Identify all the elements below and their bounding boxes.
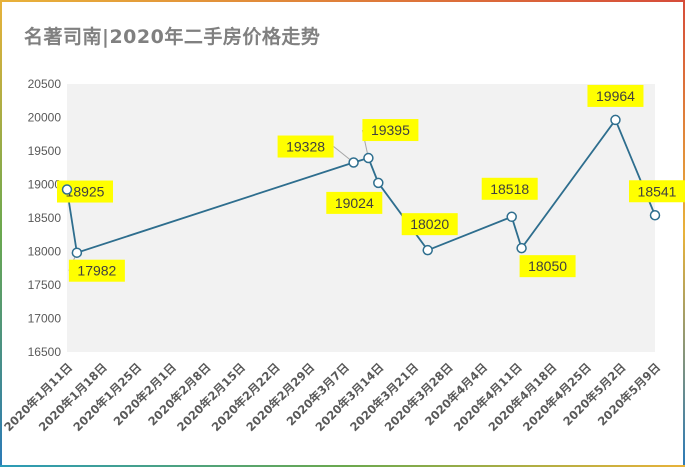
data-label-box [629, 180, 685, 203]
data-label: 19964 [596, 88, 635, 104]
plot-area [67, 84, 655, 352]
data-label-box [68, 259, 125, 282]
data-label: 19328 [286, 139, 325, 155]
chart-title: 名著司南|2020年二手房价格走势 [24, 26, 321, 48]
data-point [373, 177, 384, 189]
data-label-box [326, 191, 383, 214]
data-point [506, 211, 517, 223]
data-label: 18518 [490, 181, 529, 197]
frame-border-right [683, 0, 685, 467]
data-label-box [57, 180, 113, 203]
data-point [363, 152, 374, 164]
x-tick-label: 2020年5月9日 [595, 360, 663, 428]
data-label-box [481, 177, 538, 200]
y-tick-label: 16500 [28, 345, 62, 359]
data-label: 18050 [528, 258, 567, 274]
y-tick-label: 20500 [28, 77, 62, 91]
y-tick-label: 18500 [28, 211, 62, 225]
y-tick-label: 19500 [28, 144, 62, 158]
data-point [610, 114, 621, 126]
data-label: 18925 [66, 184, 105, 200]
y-tick-label: 17000 [28, 312, 62, 326]
data-label: 17982 [77, 263, 116, 279]
data-label: 19024 [335, 195, 374, 211]
frame-border-top [0, 0, 685, 2]
data-label: 18541 [638, 183, 677, 199]
data-label-box [587, 84, 644, 107]
data-label-box [277, 135, 334, 158]
data-point [649, 210, 661, 221]
data-label: 19395 [371, 122, 410, 138]
data-point [61, 184, 73, 195]
frame-border-left [0, 0, 2, 467]
data-label-box [519, 255, 576, 278]
frame-border-bottom [0, 465, 685, 467]
data-label: 18020 [410, 216, 449, 232]
y-tick-label: 18000 [28, 245, 62, 259]
data-point [348, 157, 359, 168]
y-tick-label: 19000 [28, 178, 62, 192]
data-point [71, 247, 83, 258]
data-point [516, 242, 527, 254]
data-label-box [401, 213, 458, 236]
y-tick-label: 17500 [28, 278, 62, 292]
data-label-box [362, 119, 419, 142]
data-point [422, 244, 433, 256]
y-tick-label: 20000 [28, 111, 62, 125]
